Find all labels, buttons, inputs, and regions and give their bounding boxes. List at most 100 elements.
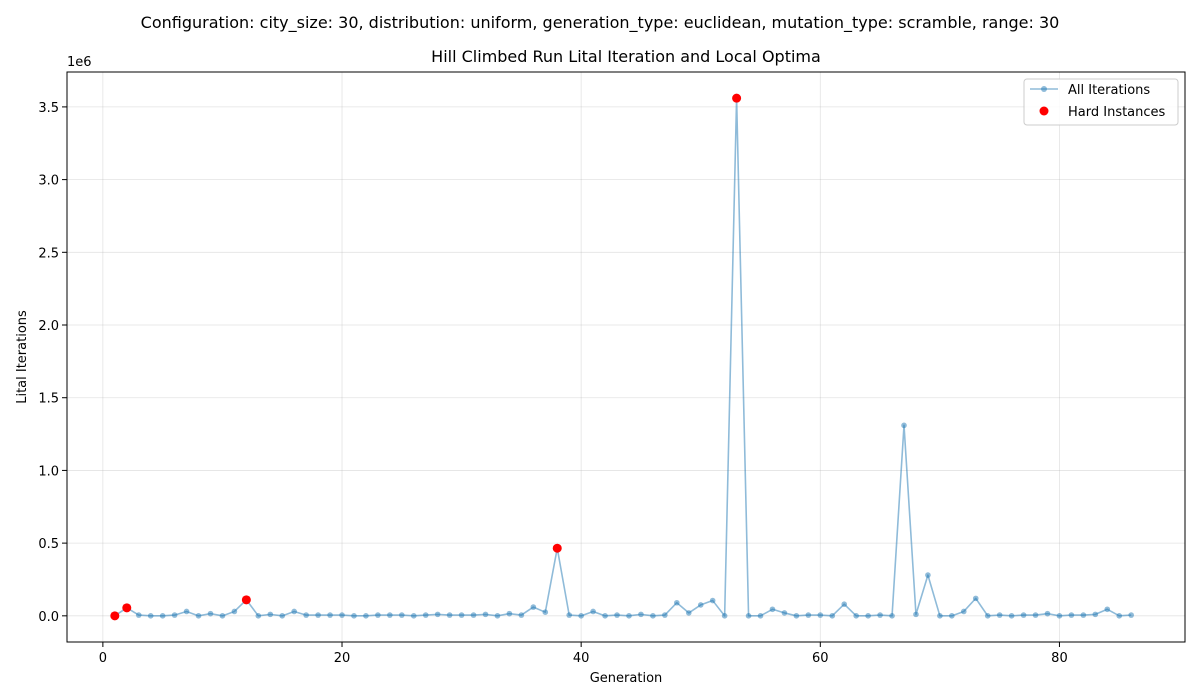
- data-point-all-iterations: [674, 599, 680, 606]
- data-point-all-iterations: [339, 612, 345, 618]
- y-tick-label: 2.0: [38, 319, 59, 334]
- data-point-all-iterations: [159, 613, 166, 619]
- data-point-all-iterations: [960, 608, 967, 615]
- data-point-all-iterations: [901, 422, 907, 429]
- data-point-all-iterations: [841, 601, 848, 607]
- data-point-all-iterations: [877, 612, 883, 618]
- data-point-all-iterations: [793, 613, 800, 619]
- data-point-hard-instances: [241, 595, 251, 605]
- data-point-all-iterations: [135, 612, 142, 618]
- data-point-all-iterations: [506, 610, 513, 617]
- data-point-all-iterations: [757, 613, 764, 619]
- data-point-all-iterations: [578, 613, 584, 619]
- legend-marker-all-iterations: [1041, 86, 1047, 92]
- y-axis: 0.0 0.5 1.0 1.5 2.0 2.5 3.0 3.5: [38, 101, 67, 625]
- data-point-all-iterations: [745, 613, 752, 619]
- data-point-all-iterations: [889, 613, 895, 619]
- data-point-all-iterations: [171, 612, 178, 618]
- data-point-all-iterations: [913, 611, 919, 618]
- y-tick-label: 0.5: [38, 537, 59, 552]
- data-point-all-iterations: [1068, 612, 1075, 618]
- data-point-all-iterations: [937, 613, 943, 619]
- data-point-all-iterations: [697, 602, 704, 608]
- data-point-all-iterations: [327, 612, 333, 618]
- data-point-all-iterations: [590, 608, 596, 615]
- data-point-hard-instances: [552, 543, 562, 553]
- data-point-all-iterations: [566, 612, 573, 618]
- data-point-all-iterations: [1044, 610, 1051, 617]
- legend-marker-hard-instances: [1039, 106, 1049, 116]
- data-point-all-iterations: [291, 608, 297, 615]
- data-point-all-iterations: [375, 612, 381, 618]
- legend-label-hard-instances: Hard Instances: [1068, 105, 1166, 120]
- data-point-all-iterations: [434, 611, 441, 618]
- data-point-all-iterations: [231, 608, 238, 615]
- data-point-all-iterations: [267, 611, 274, 618]
- data-point-all-iterations: [279, 613, 286, 619]
- data-point-all-iterations: [769, 606, 776, 613]
- data-point-all-iterations: [351, 613, 357, 619]
- y-tick-label: 3.5: [38, 101, 59, 116]
- data-point-all-iterations: [399, 612, 405, 618]
- data-point-all-iterations: [410, 613, 417, 619]
- data-point-all-iterations: [972, 595, 979, 602]
- data-point-all-iterations: [650, 613, 656, 619]
- data-point-all-iterations: [219, 613, 226, 619]
- data-point-all-iterations: [1116, 613, 1123, 619]
- y-tick-label: 2.5: [38, 246, 59, 261]
- data-point-all-iterations: [1056, 613, 1063, 619]
- data-point-all-iterations: [984, 613, 991, 619]
- data-point-all-iterations: [865, 613, 871, 619]
- chart-title: Hill Climbed Run Lital Iteration and Loc…: [431, 47, 821, 66]
- data-point-all-iterations: [1008, 613, 1015, 619]
- data-point-all-iterations: [195, 613, 202, 619]
- data-point-hard-instances: [110, 611, 120, 621]
- data-point-all-iterations: [614, 612, 620, 618]
- y-tick-label: 1.5: [38, 392, 59, 407]
- data-point-all-iterations: [303, 612, 309, 618]
- legend-box: [1023, 78, 1179, 126]
- y-tick-label: 3.0: [38, 174, 59, 189]
- data-point-all-iterations: [542, 609, 549, 615]
- y-tick-label: 0.0: [38, 610, 59, 625]
- y-tick-label: 1.0: [38, 464, 59, 479]
- data-point-all-iterations: [363, 613, 369, 619]
- series-line-all-iterations: [114, 97, 1132, 617]
- data-point-all-iterations: [446, 612, 453, 618]
- x-axis-label: Generation: [590, 671, 663, 686]
- figure-suptitle: Configuration: city_size: 30, distributi…: [141, 13, 1060, 33]
- series-layer: [110, 93, 1134, 621]
- data-point-all-iterations: [387, 612, 393, 618]
- data-point-all-iterations: [721, 613, 728, 619]
- data-point-all-iterations: [925, 572, 931, 578]
- data-point-all-iterations: [422, 612, 429, 618]
- data-point-all-iterations: [494, 613, 501, 619]
- data-point-all-iterations: [602, 613, 608, 619]
- data-point-all-iterations: [1104, 606, 1111, 613]
- data-point-all-iterations: [1032, 612, 1039, 618]
- plot-frame: [66, 71, 1186, 643]
- data-point-all-iterations: [1128, 612, 1134, 618]
- data-point-all-iterations: [781, 610, 788, 616]
- y-offset-label: 1e6: [67, 55, 92, 70]
- x-tick-label: 60: [812, 651, 829, 666]
- data-point-all-iterations: [685, 610, 692, 616]
- legend-label-all-iterations: All Iterations: [1068, 83, 1150, 98]
- data-point-all-iterations: [662, 612, 668, 618]
- data-point-all-iterations: [996, 612, 1003, 618]
- data-point-all-iterations: [709, 597, 716, 604]
- data-point-all-iterations: [949, 613, 955, 619]
- data-point-all-iterations: [470, 612, 477, 618]
- data-point-all-iterations: [518, 612, 525, 618]
- data-point-hard-instances: [732, 93, 742, 103]
- data-point-all-iterations: [805, 612, 812, 618]
- data-point-all-iterations: [817, 612, 824, 618]
- grid: [67, 72, 1185, 642]
- data-point-all-iterations: [207, 610, 214, 617]
- y-axis-label: Lital Iterations: [15, 310, 30, 404]
- x-tick-label: 0: [99, 651, 107, 666]
- data-point-all-iterations: [1092, 611, 1099, 618]
- x-tick-label: 20: [334, 651, 351, 666]
- data-point-all-iterations: [255, 613, 262, 619]
